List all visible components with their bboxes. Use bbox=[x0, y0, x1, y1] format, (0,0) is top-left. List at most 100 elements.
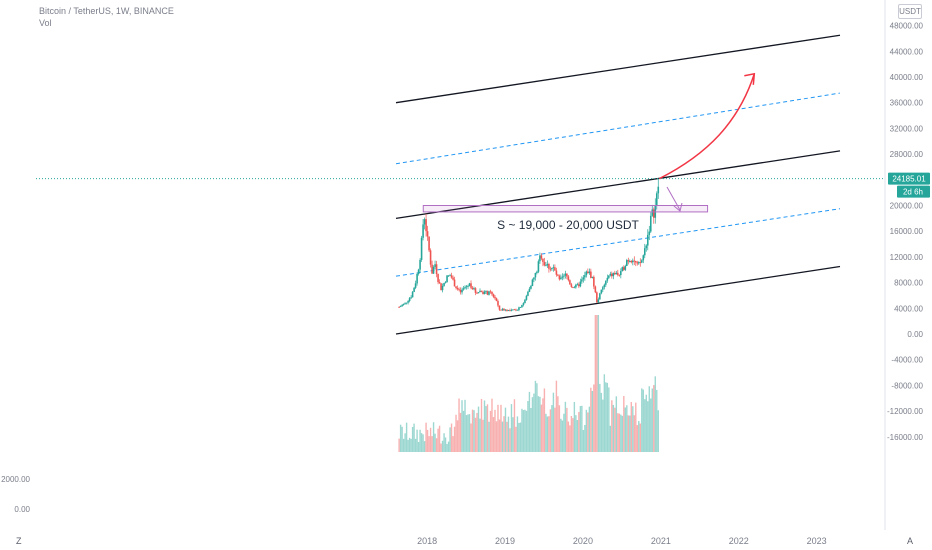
volume-bar bbox=[494, 409, 496, 452]
volume-bar bbox=[600, 392, 603, 452]
volume-bar bbox=[651, 388, 653, 452]
candle-body bbox=[501, 308, 504, 311]
timezone-icon[interactable]: Z bbox=[16, 536, 22, 546]
candle-body bbox=[639, 262, 642, 263]
candle-body bbox=[548, 263, 550, 269]
volume-bar bbox=[548, 416, 550, 452]
currency-badge[interactable]: USDT bbox=[898, 4, 922, 19]
volume-bar bbox=[515, 426, 517, 452]
volume-bar bbox=[539, 396, 541, 452]
candle-body bbox=[410, 297, 412, 299]
volume-bar bbox=[437, 428, 439, 452]
volume-bar bbox=[555, 380, 558, 452]
candle-body bbox=[479, 290, 481, 293]
volume-bar bbox=[524, 409, 526, 452]
price-tick-label: 20000.00 bbox=[890, 202, 924, 211]
candle-body bbox=[485, 291, 487, 292]
symbol-legend[interactable]: Bitcoin / TetherUS, 1W, BINANCE bbox=[39, 6, 174, 16]
candle-body bbox=[537, 261, 540, 272]
volume-bar bbox=[488, 421, 490, 452]
price-tick-label: 4000.00 bbox=[894, 304, 923, 313]
volume-bar bbox=[536, 383, 538, 452]
volume-bar bbox=[570, 415, 573, 452]
volume-bar bbox=[561, 420, 564, 452]
candle-body bbox=[480, 290, 483, 292]
volume-bar bbox=[504, 407, 507, 452]
volume-bar bbox=[633, 415, 635, 452]
volume-bar bbox=[537, 396, 540, 452]
price-axis[interactable]: 48000.00 44000.00 40000.00 36000.00 32000.00… bbox=[884, 0, 930, 530]
volume-bar bbox=[579, 406, 582, 452]
candle-body bbox=[624, 265, 627, 270]
candle-body bbox=[504, 309, 507, 311]
time-axis[interactable]: 2018 2019 2020 2021 2022 2023 bbox=[417, 536, 827, 546]
volume-bar bbox=[587, 412, 589, 452]
volume-bar bbox=[438, 425, 441, 452]
candle-body bbox=[408, 298, 411, 302]
volume-bar bbox=[611, 400, 613, 452]
candle-body bbox=[470, 283, 472, 288]
volume-bar bbox=[621, 415, 624, 452]
volume-bar bbox=[519, 422, 522, 452]
candle-body bbox=[435, 264, 438, 275]
candle-body bbox=[516, 309, 519, 311]
candle-body bbox=[507, 310, 510, 311]
candle-body bbox=[588, 271, 591, 274]
candle-body bbox=[651, 209, 654, 216]
candle-body bbox=[572, 286, 574, 288]
price-tick-label: -12000.00 bbox=[887, 407, 924, 416]
candle-body bbox=[557, 274, 559, 276]
candle-body bbox=[441, 285, 444, 291]
volume-bar bbox=[513, 399, 516, 452]
candle-body bbox=[483, 291, 486, 294]
candle-body bbox=[543, 261, 546, 266]
candle-body bbox=[461, 289, 463, 293]
volume-bar bbox=[567, 421, 570, 452]
volume-bar bbox=[626, 405, 628, 452]
annotations[interactable]: S ~ 19,000 - 20,000 USDT bbox=[36, 72, 885, 232]
volume-bar bbox=[627, 415, 630, 452]
volume-bar bbox=[408, 437, 411, 452]
candle-body bbox=[655, 193, 658, 206]
candle-body bbox=[599, 293, 601, 300]
volume-bar bbox=[410, 438, 412, 452]
volume-bar bbox=[512, 417, 514, 452]
candle-body bbox=[489, 291, 492, 293]
candle-body bbox=[643, 248, 646, 256]
volume-bar bbox=[650, 398, 652, 452]
candle-body bbox=[593, 276, 595, 287]
candle-body bbox=[525, 295, 528, 300]
candle-body bbox=[431, 264, 433, 274]
candle-body bbox=[633, 260, 636, 262]
candle-body bbox=[510, 310, 513, 311]
volume-bar bbox=[464, 399, 466, 452]
volume-bar bbox=[648, 386, 650, 452]
volume-bar bbox=[450, 423, 453, 452]
volume-bar bbox=[404, 433, 406, 452]
candle-body bbox=[554, 267, 556, 271]
volume-legend[interactable]: Vol bbox=[39, 18, 52, 28]
volume-bar bbox=[564, 401, 567, 452]
candle-body bbox=[551, 268, 553, 270]
candle-body bbox=[612, 272, 615, 277]
auto-scale-icon[interactable]: A bbox=[907, 536, 914, 546]
volume-bar bbox=[419, 429, 421, 452]
volume-bar bbox=[549, 409, 552, 452]
volume-bar bbox=[416, 429, 418, 452]
candle-body bbox=[443, 282, 445, 286]
candle-body bbox=[515, 309, 517, 311]
volume-bar bbox=[467, 414, 469, 452]
candle-body bbox=[491, 291, 493, 295]
price-tick-label: 32000.00 bbox=[890, 124, 924, 133]
volume-bars bbox=[398, 315, 659, 452]
volume-bar bbox=[582, 429, 585, 452]
volume-bar bbox=[429, 427, 432, 452]
volume-bar bbox=[486, 404, 489, 452]
volume-bar bbox=[521, 408, 523, 452]
trend-channels[interactable] bbox=[395, 34, 841, 335]
candle-body bbox=[566, 273, 568, 277]
volume-bar bbox=[432, 422, 435, 452]
candle-body bbox=[594, 286, 597, 293]
volume-bar bbox=[510, 404, 513, 452]
